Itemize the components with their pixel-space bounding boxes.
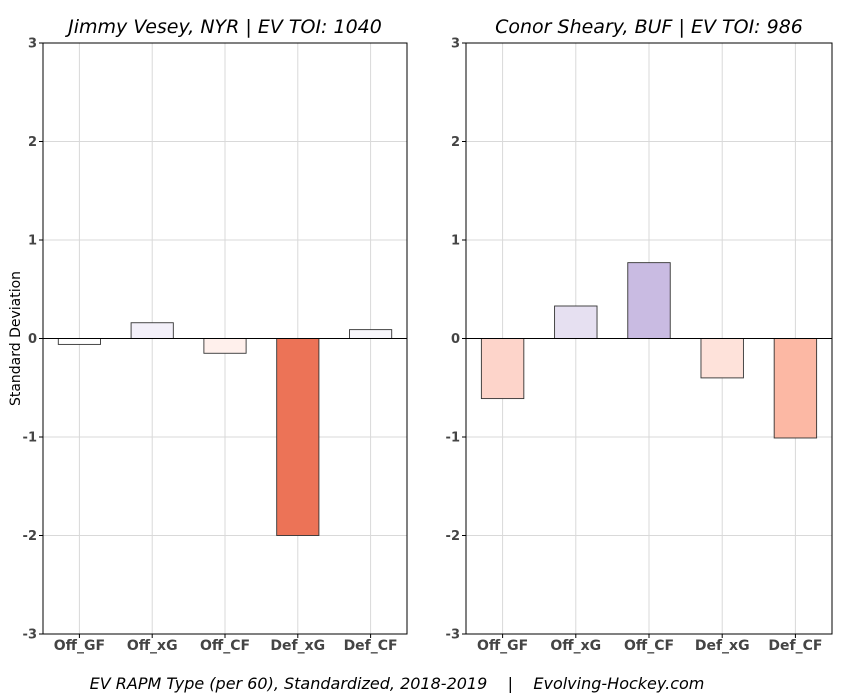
x-tick-label: Def_xG	[695, 638, 750, 654]
y-tick-label: -1	[23, 431, 37, 446]
y-tick-label: 0	[451, 332, 460, 347]
footer-caption: EV RAPM Type (per 60), Standardized, 201…	[90, 674, 705, 693]
bar-def-cf	[349, 329, 393, 339]
bar-off-cf	[203, 338, 247, 354]
bar-off-gf	[57, 338, 101, 345]
x-tick-label: Off_CF	[624, 638, 674, 654]
panel-title: Jimmy Vesey, NYR | EV TOI: 1040	[64, 16, 382, 38]
y-tick-label: -3	[23, 628, 37, 643]
y-tick-label: 2	[28, 135, 37, 150]
bar-off-xg	[554, 305, 598, 339]
x-tick-label: Off_GF	[54, 638, 105, 654]
y-tick-label: 3	[451, 37, 460, 52]
x-tick-label: Off_CF	[200, 638, 250, 654]
bar-off-gf	[480, 338, 525, 400]
y-tick-label: -3	[446, 628, 460, 643]
bar-def-xg	[700, 338, 744, 379]
x-tick-label: Def_CF	[768, 638, 822, 654]
x-tick-label: Off_GF	[477, 638, 528, 654]
y-tick-label: -2	[446, 529, 460, 544]
y-tick-label: 1	[451, 234, 460, 249]
y-axis-label: Standard Deviation	[8, 271, 24, 406]
x-tick-label: Def_CF	[344, 638, 398, 654]
x-tick-label: Off_xG	[550, 638, 601, 654]
y-tick-label: 1	[28, 234, 37, 249]
y-tick-label: 3	[28, 37, 37, 52]
panel-left: -3 -2 -1 0 1 2 3 Off_GF Off_xG Off_CF Def_xG Def_CF…	[8, 16, 408, 654]
bar-def-xg	[276, 338, 320, 536]
bar-off-cf	[627, 262, 671, 339]
panel-right: -3 -2 -1 0 1 2 3 Off_GF Off_xG Off_CF Def_xG Def_CF…	[446, 16, 833, 654]
y-tick-label: 0	[28, 332, 37, 347]
x-tick-label: Def_xG	[270, 638, 325, 654]
y-tick-label: -2	[23, 529, 37, 544]
x-tick-label: Off_xG	[127, 638, 178, 654]
bar-def-cf	[773, 338, 818, 439]
panel-title: Conor Sheary, BUF | EV TOI: 986	[495, 16, 803, 38]
y-tick-label: -1	[446, 431, 460, 446]
bar-off-xg	[130, 322, 174, 339]
y-tick-label: 2	[451, 135, 460, 150]
